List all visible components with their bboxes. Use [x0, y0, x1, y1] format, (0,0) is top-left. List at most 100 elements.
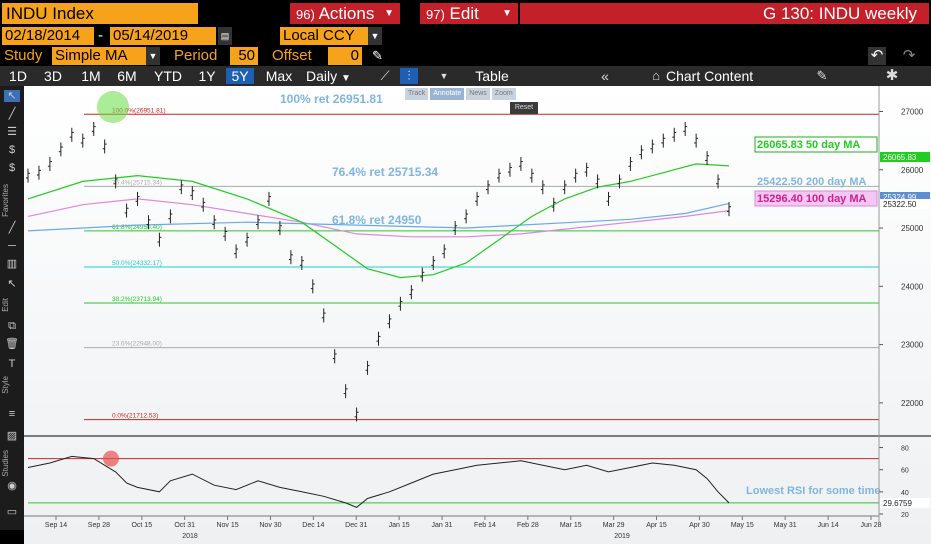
palette-icon[interactable]: ◉: [7, 480, 17, 492]
grid-icon[interactable]: ▥: [6, 258, 18, 270]
line-tool-icon[interactable]: ╱: [8, 108, 16, 120]
dollar-icon[interactable]: $: [8, 162, 16, 174]
x-tick-label: Sep 28: [88, 522, 110, 529]
x-tick-label: Jun 28: [860, 522, 881, 529]
range-max[interactable]: Max: [265, 68, 293, 84]
range-ytd[interactable]: YTD: [154, 68, 182, 84]
price-tick-label: 26000: [901, 166, 924, 175]
last-price-tag-bg: [880, 199, 930, 209]
period-label: Period: [174, 47, 218, 64]
ma100-line: [27, 198, 730, 238]
offset-label: Offset: [272, 47, 312, 64]
last-price-tag-bg: [880, 192, 930, 202]
x-tick-label: Dec 14: [302, 522, 324, 529]
currency-select[interactable]: Local CCY: [280, 27, 368, 45]
copy-icon[interactable]: ⧉: [8, 320, 16, 332]
retracement-annotation: 76.4% ret 25715.34: [332, 165, 438, 179]
track-button[interactable]: Track: [405, 88, 429, 100]
ticker-field[interactable]: INDU Index: [2, 3, 198, 24]
gear-icon[interactable]: ✱: [885, 67, 899, 84]
range-5y[interactable]: 5Y: [226, 68, 254, 84]
chevron-down-icon: ▼: [384, 8, 394, 19]
news-button[interactable]: News: [466, 88, 490, 100]
range-1m[interactable]: 1M: [81, 68, 101, 84]
study-select[interactable]: Simple MA: [52, 47, 146, 65]
rsi-note: Lowest RSI for some time: [746, 485, 880, 497]
zoom-button[interactable]: Zoom: [491, 88, 516, 100]
trash-icon[interactable]: 🗑: [5, 338, 19, 350]
bar-chart-icon[interactable]: ⫶: [400, 68, 418, 84]
offset-field[interactable]: 0: [328, 47, 362, 65]
chevron-down-icon[interactable]: ▼: [439, 71, 449, 81]
period-field[interactable]: 50: [230, 47, 258, 65]
range-1y[interactable]: 1Y: [198, 68, 216, 84]
range-1d[interactable]: 1D: [9, 68, 27, 84]
line-style-icon[interactable]: ≡: [8, 408, 16, 420]
calendar-icon[interactable]: ▤: [218, 27, 232, 45]
cursor-icon[interactable]: ↖: [7, 278, 17, 290]
rsi-tick-label: 80: [901, 446, 909, 453]
price-tick-label: 22000: [901, 399, 924, 408]
edit-label: Edit: [1, 298, 10, 312]
x-tick-label: Jan 15: [389, 522, 410, 529]
price-tick-label: 24000: [901, 282, 924, 291]
price-chart[interactable]: 22000 23000 24000 25000 26000 27000 100.0%(269…: [24, 86, 931, 544]
text-icon[interactable]: T: [8, 358, 16, 370]
legend-entry: 15296.40 100 day MA: [757, 193, 867, 205]
fib-level-label: 100.0%(26951.81): [112, 107, 166, 114]
dollar-icon[interactable]: $: [8, 144, 16, 156]
chart-area[interactable]: 22000 23000 24000 25000 26000 27000 100.0%(269…: [24, 86, 931, 544]
year-label: 2018: [182, 533, 198, 540]
frequency-label: Daily: [306, 68, 338, 84]
price-panel: 22000 23000 24000 25000 26000 27000 100.0%(269…: [26, 91, 930, 422]
actions-menu[interactable]: 96) Actions ▼: [290, 3, 400, 24]
x-tick-label: Jun 14: [818, 522, 839, 529]
edit-chart-icon[interactable]: ✎: [816, 68, 828, 83]
chart-content-button[interactable]: Chart Content: [666, 68, 754, 84]
chevron-down-icon[interactable]: ▼: [146, 47, 160, 65]
collapse-left-icon[interactable]: «: [601, 68, 609, 84]
undo-icon[interactable]: ↶: [868, 47, 886, 65]
chevron-down-icon[interactable]: ▼: [368, 27, 382, 45]
edit-menu-number: 97): [426, 7, 445, 22]
fib-level-label: 0.0%(21712.53): [112, 413, 158, 420]
x-tick-label: Mar 15: [560, 522, 582, 529]
x-tick-label: May 15: [731, 522, 754, 529]
document-icon[interactable]: ▭: [6, 506, 18, 518]
trendline-icon[interactable]: ╱: [8, 222, 16, 234]
date-range-bar: 02/18/2014 - 05/14/2019 ▤ Local CCY ▼: [0, 26, 931, 46]
pattern-icon[interactable]: ▨: [6, 430, 18, 442]
x-tick-label: Feb 28: [517, 522, 539, 529]
line-chart-icon[interactable]: ⟋: [380, 68, 390, 83]
range-3d[interactable]: 3D: [44, 68, 62, 84]
x-tick-label: May 31: [774, 522, 797, 529]
rsi-last-tag: 29.6759: [883, 499, 912, 508]
last-price-tag: 25322.50: [883, 200, 917, 209]
price-tick-label: 27000: [901, 107, 924, 116]
last-price-tag-bg: [880, 152, 930, 162]
fib-level-label: 38.2%(23713.94): [112, 296, 162, 303]
horizontal-line-icon[interactable]: ─: [8, 240, 16, 252]
favorites-label: Favorites: [1, 184, 10, 217]
fib-tool-icon[interactable]: ☰: [7, 126, 17, 138]
table-button[interactable]: Table: [475, 68, 509, 84]
range-6m[interactable]: 6M: [117, 68, 137, 84]
redo-icon[interactable]: ↷: [902, 47, 916, 64]
rsi-highlight-circle: [103, 450, 119, 467]
date-separator: -: [98, 27, 103, 44]
retracement-annotation: 61.8% ret 24950: [332, 213, 422, 227]
x-tick-label: Oct 15: [131, 522, 152, 529]
annotate-button[interactable]: Annotate: [430, 88, 465, 100]
legend-box: [754, 136, 878, 153]
edit-menu[interactable]: 97) Edit ▼: [420, 3, 518, 24]
x-tick-label: Mar 29: [603, 522, 625, 529]
range-bar: 1D 3D 1M 6M YTD 1Y 5Y Max Daily ▼ ⟋ ⫶ ▼ …: [0, 66, 931, 86]
pointer-icon[interactable]: ↖: [4, 90, 20, 102]
actions-menu-label: Actions: [318, 4, 375, 23]
start-date-field[interactable]: 02/18/2014: [2, 27, 94, 45]
end-date-field[interactable]: 05/14/2019: [110, 27, 216, 45]
pencil-icon[interactable]: ✎: [372, 48, 383, 63]
frequency-select[interactable]: Daily ▼: [306, 68, 370, 84]
reset-button[interactable]: Reset: [510, 102, 538, 114]
